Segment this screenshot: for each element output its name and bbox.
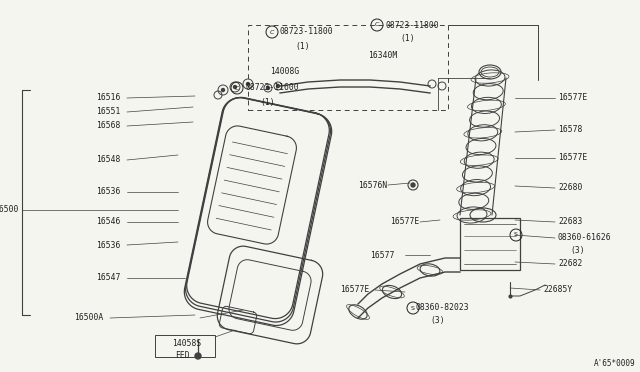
Text: S: S (514, 232, 518, 237)
Text: 22683: 22683 (558, 218, 582, 227)
Bar (155, 335, 215, 357)
Text: 16516: 16516 (95, 93, 120, 103)
Text: 16548: 16548 (95, 155, 120, 164)
Text: 16577E: 16577E (340, 285, 369, 295)
Circle shape (411, 183, 415, 187)
Text: 16576N: 16576N (358, 180, 387, 189)
Text: S: S (411, 305, 415, 311)
Text: FED: FED (175, 350, 189, 359)
Text: C: C (270, 29, 274, 35)
Text: 22680: 22680 (558, 183, 582, 192)
Text: 16536: 16536 (95, 187, 120, 196)
Text: 16568: 16568 (95, 122, 120, 131)
Bar (460, 218, 520, 270)
Text: 22682: 22682 (558, 260, 582, 269)
Text: 16536: 16536 (95, 241, 120, 250)
Text: 08723-11800: 08723-11800 (280, 28, 333, 36)
Text: 16546: 16546 (95, 218, 120, 227)
Text: 08360-82023: 08360-82023 (415, 304, 468, 312)
Circle shape (221, 89, 225, 92)
Text: C: C (235, 86, 239, 90)
Text: 08723-11800: 08723-11800 (385, 20, 438, 29)
Text: 16577E: 16577E (558, 154, 588, 163)
Text: (3): (3) (430, 315, 445, 324)
Text: C: C (375, 22, 379, 28)
Text: 16500: 16500 (0, 205, 18, 215)
Text: 14008G: 14008G (270, 67, 300, 77)
Text: A'65*0009: A'65*0009 (593, 359, 635, 369)
Text: 16577E: 16577E (390, 218, 419, 227)
Text: 16578: 16578 (558, 125, 582, 135)
Circle shape (276, 84, 280, 87)
Circle shape (195, 353, 201, 359)
Text: 16551: 16551 (95, 108, 120, 116)
Text: 08360-61626: 08360-61626 (558, 234, 612, 243)
Text: 16547: 16547 (95, 273, 120, 282)
Text: 16340M: 16340M (368, 51, 397, 61)
Circle shape (234, 86, 237, 89)
Text: 22685Y: 22685Y (543, 285, 572, 295)
Circle shape (246, 83, 250, 86)
Text: 14058S: 14058S (172, 339, 201, 347)
Text: 16577: 16577 (370, 250, 394, 260)
Text: (1): (1) (400, 35, 415, 44)
Text: (1): (1) (260, 97, 275, 106)
Text: 16500A: 16500A (74, 314, 103, 323)
Text: (1): (1) (295, 42, 310, 51)
Text: 08723-11600: 08723-11600 (245, 83, 299, 93)
Circle shape (266, 87, 269, 90)
Text: 16577E: 16577E (558, 93, 588, 103)
Text: (3): (3) (570, 246, 584, 254)
